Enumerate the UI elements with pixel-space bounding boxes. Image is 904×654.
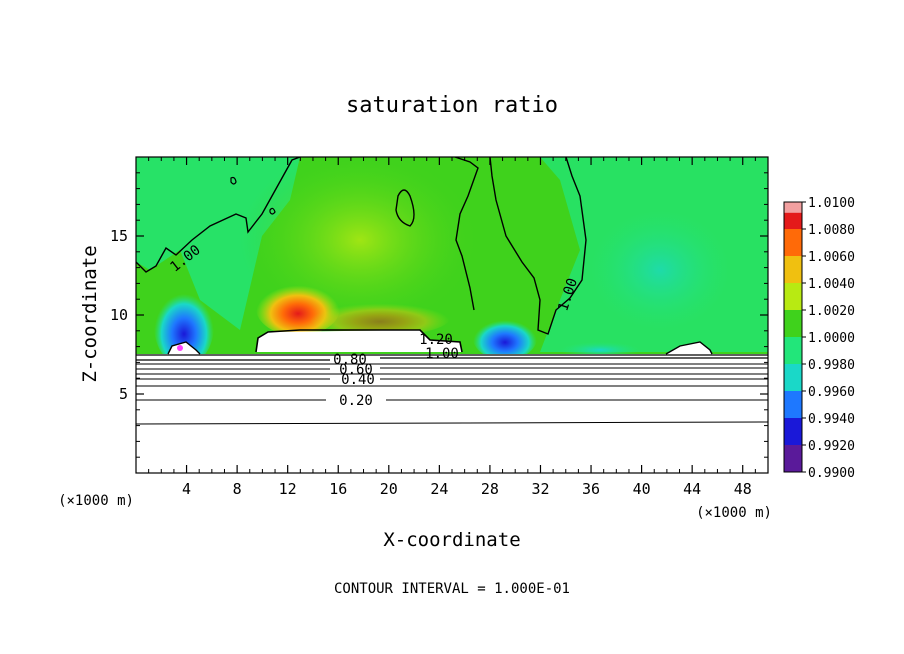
field-cyan-patch-right — [590, 210, 730, 330]
x-tick-label: 36 — [582, 480, 600, 498]
cloud-region-main — [256, 330, 462, 352]
contour-label: 1.20 — [419, 332, 453, 348]
colorbar-label: 0.9960 — [808, 385, 855, 400]
contour-label: 1.00 — [425, 346, 459, 362]
x-tick-label: 24 — [430, 480, 448, 498]
x-tick-label: 16 — [329, 480, 347, 498]
x-tick-label: 28 — [481, 480, 499, 498]
colorbar-label: 1.0000 — [808, 331, 855, 346]
colorbar-swatch — [784, 418, 802, 445]
x-tick-label: 8 — [233, 480, 242, 498]
x-tick-label: 48 — [734, 480, 752, 498]
field-blue-minimum-left — [154, 286, 214, 366]
colorbar-label: 0.9900 — [808, 466, 855, 481]
colorbar-swatch — [784, 445, 802, 472]
footer-contour-interval: CONTOUR INTERVAL = 1.000E-01 — [334, 581, 570, 597]
x-unit-right: (×1000 m) — [696, 505, 772, 521]
colorbar-label: 1.0080 — [808, 223, 855, 238]
contour-label: 0.60 — [339, 362, 373, 378]
x-tick-label: 12 — [279, 480, 297, 498]
cloud-region-right — [666, 342, 712, 354]
x-tick-label: 32 — [531, 480, 549, 498]
contour-1.00-left — [136, 157, 301, 273]
x-unit-left: (×1000 m) — [58, 493, 134, 509]
contour-0.80 — [136, 357, 768, 361]
y-axis-ticks: 5 10 15 — [110, 172, 768, 458]
x-axis-ticks: 4 8 12 16 20 24 28 32 36 40 44 48 — [148, 157, 756, 498]
contour-label: 0.40 — [341, 372, 375, 388]
field-orange-patch — [310, 300, 450, 336]
x-axis-label: X-coordinate — [383, 529, 520, 551]
colorbar-label: 0.9980 — [808, 358, 855, 373]
contour-label: 0.80 — [333, 352, 367, 368]
x-tick-label: 40 — [633, 480, 651, 498]
contour-cloud-left — [167, 341, 201, 355]
colorbar: 0.9900 0.9920 0.9940 0.9960 0.9980 1.0000 1.00… — [783, 196, 855, 481]
field-lower-layer — [136, 354, 768, 473]
y-tick-label: 5 — [119, 385, 128, 403]
y-tick-label: 15 — [110, 227, 128, 245]
contour-1.00-small-loop — [395, 189, 415, 227]
contour-1.00-tiny-loop-2 — [269, 207, 276, 215]
colorbar-label: 1.0060 — [808, 250, 855, 265]
contour-cloud-right — [665, 341, 713, 355]
x-tick-label: 4 — [182, 480, 191, 498]
contour-label: 0.20 — [339, 393, 373, 409]
y-tick-label: 10 — [110, 306, 128, 324]
saturation-field — [136, 157, 768, 473]
contour-0.60 — [136, 367, 768, 370]
colorbar-swatch — [784, 337, 802, 364]
field-blue-minimum-mid — [473, 316, 537, 360]
colorbar-swatch-top — [784, 202, 802, 213]
y-axis-label: Z-coordinate — [79, 245, 101, 382]
contour-1.00-right — [489, 157, 587, 335]
colorbar-swatch — [784, 391, 802, 418]
colorbar-label: 0.9920 — [808, 439, 855, 454]
contour-1.20-cloud — [255, 329, 463, 353]
colorbar-label: 1.0040 — [808, 277, 855, 292]
colorbar-swatch — [784, 283, 802, 310]
field-magenta-dot — [177, 345, 183, 351]
colorbar-swatch — [784, 229, 802, 256]
colorbar-swatch — [784, 310, 802, 337]
contour-0.10 — [136, 421, 768, 425]
colorbar-label: 1.0020 — [808, 304, 855, 319]
colorbar-swatch — [784, 364, 802, 391]
x-tick-label: 44 — [683, 480, 701, 498]
chart-title: saturation ratio — [346, 93, 558, 118]
contour-1.00-middle — [454, 157, 479, 311]
colorbar-label: 1.0100 — [808, 196, 855, 211]
x-tick-label: 20 — [380, 480, 398, 498]
contour-1.00-tiny-loop — [230, 176, 237, 185]
colorbar-label: 0.9940 — [808, 412, 855, 427]
colorbar-swatch — [784, 256, 802, 283]
